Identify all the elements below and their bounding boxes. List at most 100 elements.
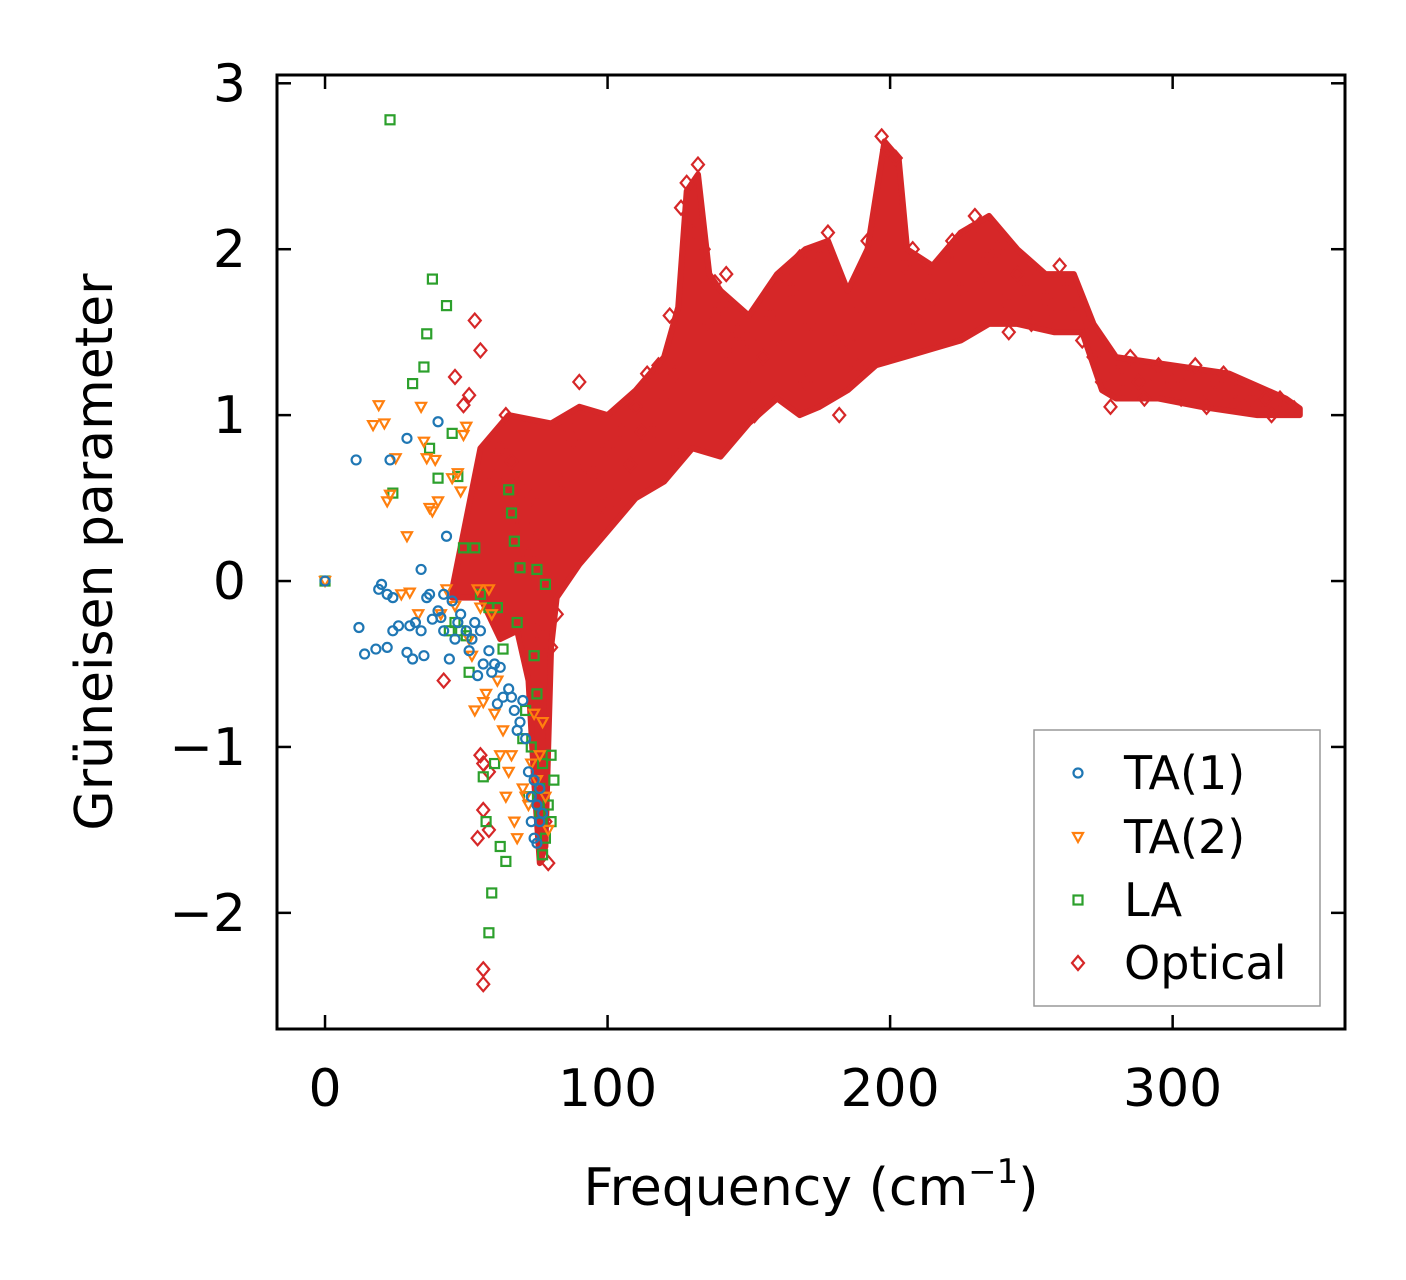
data-point	[387, 592, 399, 604]
data-point	[407, 653, 419, 665]
data-point	[358, 648, 371, 660]
data-point	[525, 791, 537, 803]
data-point	[526, 530, 542, 549]
data-point	[1258, 389, 1274, 408]
data-point	[933, 331, 949, 350]
data-point	[504, 452, 519, 471]
data-point	[797, 373, 813, 391]
data-point	[491, 698, 503, 710]
data-point	[527, 708, 541, 722]
legend-marker-ta-1-	[1072, 767, 1084, 779]
legend-label: TA(2)	[1123, 810, 1245, 864]
data-point	[419, 453, 434, 466]
data-point	[498, 406, 514, 424]
data-point	[426, 273, 438, 285]
data-point	[1151, 356, 1166, 375]
data-point	[508, 704, 520, 717]
data-point	[514, 716, 526, 728]
data-point	[1122, 348, 1138, 366]
data-point	[522, 766, 535, 778]
data-point	[423, 588, 436, 600]
x-tick-label: 100	[558, 1059, 657, 1119]
legend-label: TA(1)	[1123, 746, 1245, 800]
data-point	[755, 348, 771, 366]
data-point	[874, 127, 890, 146]
data-point	[460, 625, 472, 637]
legend-label: LA	[1124, 873, 1183, 927]
data-point	[713, 298, 729, 316]
data-point	[446, 427, 458, 439]
data-point	[990, 240, 1005, 258]
data-point	[463, 645, 475, 657]
data-point	[614, 423, 630, 441]
data-point	[1173, 389, 1189, 408]
data-point	[525, 741, 537, 753]
data-point	[438, 588, 450, 600]
data-point	[1227, 381, 1243, 399]
data-point	[531, 799, 543, 811]
data-point	[981, 248, 997, 267]
data-point	[925, 290, 940, 308]
data-point	[594, 497, 610, 516]
data-point	[1187, 356, 1203, 375]
data-point	[436, 671, 452, 690]
data-point	[524, 758, 539, 771]
data-point	[826, 331, 842, 350]
data-point	[401, 432, 413, 444]
data-point	[536, 807, 549, 819]
data-point	[735, 373, 751, 391]
data-point	[639, 364, 655, 383]
axis-ticks: 0 100 200 300 −2 −1 0 1 2 3	[169, 54, 1345, 1119]
data-point	[481, 821, 497, 839]
data-point	[443, 653, 455, 665]
data-point	[1057, 281, 1073, 300]
data-point	[1216, 364, 1231, 383]
data-point	[421, 328, 433, 340]
data-point	[466, 633, 478, 645]
data-point	[371, 400, 386, 413]
data-point	[472, 670, 484, 682]
data-point	[457, 542, 470, 554]
data-point	[1074, 331, 1090, 350]
data-point	[418, 650, 430, 662]
data-point	[505, 507, 518, 519]
data-point	[450, 468, 465, 481]
x-axis-title-end: )	[1018, 1158, 1038, 1218]
data-point	[497, 643, 509, 655]
data-point	[370, 643, 382, 655]
data-point	[585, 464, 601, 482]
data-point	[476, 697, 491, 710]
data-point	[1103, 398, 1118, 416]
data-point	[380, 496, 395, 509]
data-point	[425, 506, 440, 519]
data-point	[486, 887, 498, 899]
data-point	[514, 562, 526, 574]
data-point	[484, 609, 499, 622]
legend-label: Optical	[1124, 936, 1286, 990]
data-point	[415, 625, 427, 637]
data-point	[470, 829, 486, 847]
data-point	[488, 757, 501, 770]
data-point	[407, 377, 419, 390]
data-point	[384, 114, 396, 126]
data-point	[383, 489, 397, 503]
data-point	[554, 472, 570, 491]
data-point	[953, 281, 969, 300]
data-point	[475, 975, 491, 993]
data-point	[469, 616, 481, 629]
data-point	[483, 645, 495, 657]
data-point	[667, 364, 683, 383]
data-point	[535, 716, 550, 730]
data-point	[541, 824, 556, 838]
data-point	[490, 675, 505, 688]
data-point	[995, 290, 1011, 308]
data-point	[440, 300, 453, 312]
data-point	[479, 688, 493, 702]
data-point	[854, 298, 870, 316]
data-point	[1117, 381, 1133, 399]
data-point	[384, 454, 396, 466]
data-point	[540, 854, 556, 872]
data-point	[1029, 265, 1045, 283]
data-point	[440, 530, 453, 542]
